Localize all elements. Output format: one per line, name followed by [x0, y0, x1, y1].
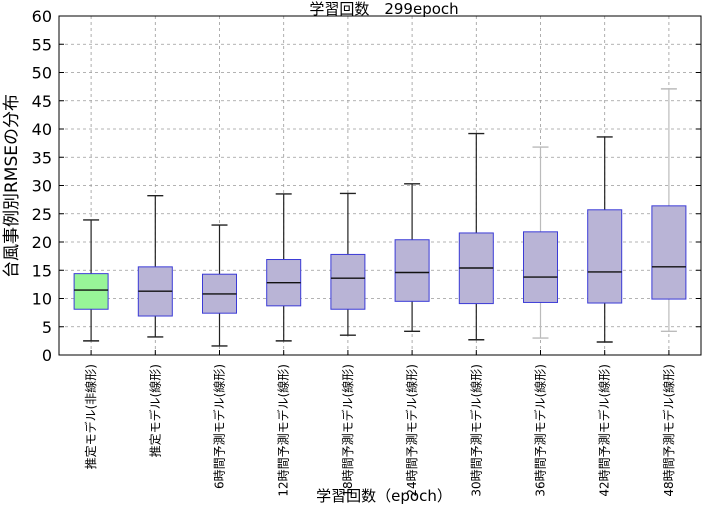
- x-tick-label: 42時間予測モデル(線形): [597, 364, 612, 497]
- box-iqr: [651, 205, 687, 300]
- box-iqr: [523, 231, 558, 303]
- box-iqr: [73, 273, 109, 310]
- boxes: [73, 88, 687, 347]
- y-tick-label: 10: [32, 290, 52, 309]
- x-tick-label: 18時間予測モデル(線形): [340, 364, 355, 497]
- box-iqr: [394, 239, 430, 302]
- box-group: [137, 194, 173, 338]
- x-tick-label: 12時間予測モデル(線形): [276, 364, 291, 497]
- y-tick-label: 45: [32, 92, 52, 111]
- x-tick-label: 24時間予測モデル(線形): [404, 364, 419, 497]
- y-tick-label: 0: [42, 346, 52, 365]
- box-group: [458, 132, 494, 341]
- y-tick-label: 55: [32, 35, 52, 54]
- x-tick-label: 6時間予測モデル(線形): [212, 364, 227, 489]
- x-tick-label: 推定モデル(非線形): [83, 364, 98, 469]
- chart-title: 学習回数 299epoch: [309, 0, 458, 18]
- box-group: [266, 193, 302, 342]
- y-tick-label: 25: [32, 205, 52, 224]
- y-tick-label: 40: [32, 120, 52, 139]
- box-group: [587, 136, 623, 343]
- box-group: [330, 192, 366, 336]
- y-ticks: 0 5 10 15 20 25 30 35 40 45 50 55 60: [32, 7, 701, 365]
- y-tick-label: 30: [32, 177, 52, 196]
- box-group: [202, 224, 237, 347]
- y-tick-label: 35: [32, 148, 52, 167]
- box-group: [394, 183, 430, 332]
- x-tick-label: 30時間予測モデル(線形): [468, 364, 483, 497]
- box-group: [73, 219, 109, 342]
- y-tick-label: 5: [42, 318, 52, 337]
- box-group: [523, 146, 558, 339]
- y-tick-label: 50: [32, 64, 52, 83]
- box-iqr: [330, 253, 366, 310]
- y-tick-label: 15: [32, 261, 52, 280]
- y-axis-label: 台風事例別RMSEの分布: [2, 94, 22, 278]
- box-iqr: [587, 209, 623, 304]
- box-group: [651, 88, 687, 332]
- x-axis-label: 学習回数（epoch）: [316, 487, 452, 505]
- y-tick-label: 60: [32, 7, 52, 26]
- x-tick-label: 36時間予測モデル(線形): [533, 364, 548, 497]
- x-tick-label: 推定モデル(線形): [147, 364, 162, 457]
- x-ticks: 推定モデル(非線形) 推定モデル(線形) 6時間予測モデル(線形) 12時間予測モデル…: [83, 350, 676, 497]
- x-tick-label: 48時間予測モデル(線形): [661, 364, 676, 497]
- y-tick-label: 20: [32, 233, 52, 252]
